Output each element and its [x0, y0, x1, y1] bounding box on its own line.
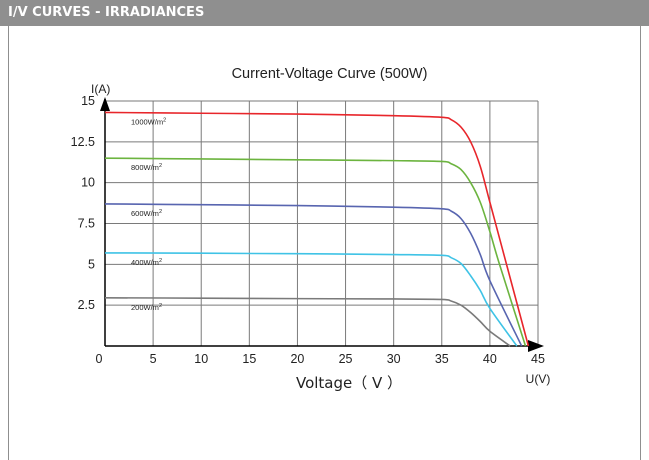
series-label-text: 400W/m: [131, 258, 159, 267]
y-axis-arrow: [100, 97, 110, 111]
section-title: I/V CURVES - IRRADIANCES: [8, 5, 205, 20]
series-label: 800W/m2: [131, 163, 162, 172]
x-axis-unit-label: U(V): [526, 372, 551, 386]
series-line-3: [104, 252, 518, 347]
iv-chart: Current-Voltage Curve (500W) I(A) Voltage（…: [71, 66, 551, 392]
x-tick-label: 5: [150, 352, 157, 366]
series-label-superscript: 2: [159, 303, 162, 309]
series-label-superscript: 2: [163, 117, 166, 123]
x-tick-label: 35: [435, 352, 449, 366]
chart-panel: Current-Voltage Curve (500W) I(A) Voltage（…: [8, 26, 641, 460]
y-tick-label: 7.5: [78, 217, 95, 231]
series-label: 400W/m2: [131, 258, 162, 267]
series-line-4: [104, 297, 511, 347]
x-tick-label: 0: [96, 352, 103, 366]
x-tick-label: 10: [194, 352, 208, 366]
series-label-text: 800W/m: [131, 163, 159, 172]
series-line-1: [104, 157, 527, 347]
series-label: 600W/m2: [131, 209, 162, 218]
y-axis-label: I(A): [91, 82, 110, 96]
x-tick-label: 45: [531, 352, 545, 366]
y-tick-label: 10: [81, 176, 95, 190]
series-label: 200W/m2: [131, 303, 162, 312]
y-tick-label: 15: [81, 94, 95, 108]
x-axis-arrow: [528, 340, 544, 352]
x-tick-label: 15: [242, 352, 256, 366]
x-tick-label: 30: [387, 352, 401, 366]
series-label-text: 200W/m: [131, 303, 159, 312]
x-axis-label: Voltage（ V ）: [296, 374, 402, 392]
x-tick-label: 40: [483, 352, 497, 366]
y-tick-label: 2.5: [78, 298, 95, 312]
y-tick-label: 5: [88, 257, 95, 271]
series-label-text: 600W/m: [131, 209, 159, 218]
series-line-0: [104, 111, 530, 347]
series-label-superscript: 2: [159, 209, 162, 215]
series-label-superscript: 2: [159, 258, 162, 264]
series-label: 1000W/m2: [131, 117, 166, 126]
x-tick-label: 20: [290, 352, 304, 366]
series-line-2: [104, 203, 523, 347]
series-label-text: 1000W/m: [131, 117, 163, 126]
section-header: I/V CURVES - IRRADIANCES: [0, 0, 649, 26]
y-tick-label: 12.5: [71, 135, 95, 149]
chart-title: Current-Voltage Curve (500W): [232, 66, 428, 82]
x-tick-label: 25: [339, 352, 353, 366]
series-label-superscript: 2: [159, 163, 162, 169]
